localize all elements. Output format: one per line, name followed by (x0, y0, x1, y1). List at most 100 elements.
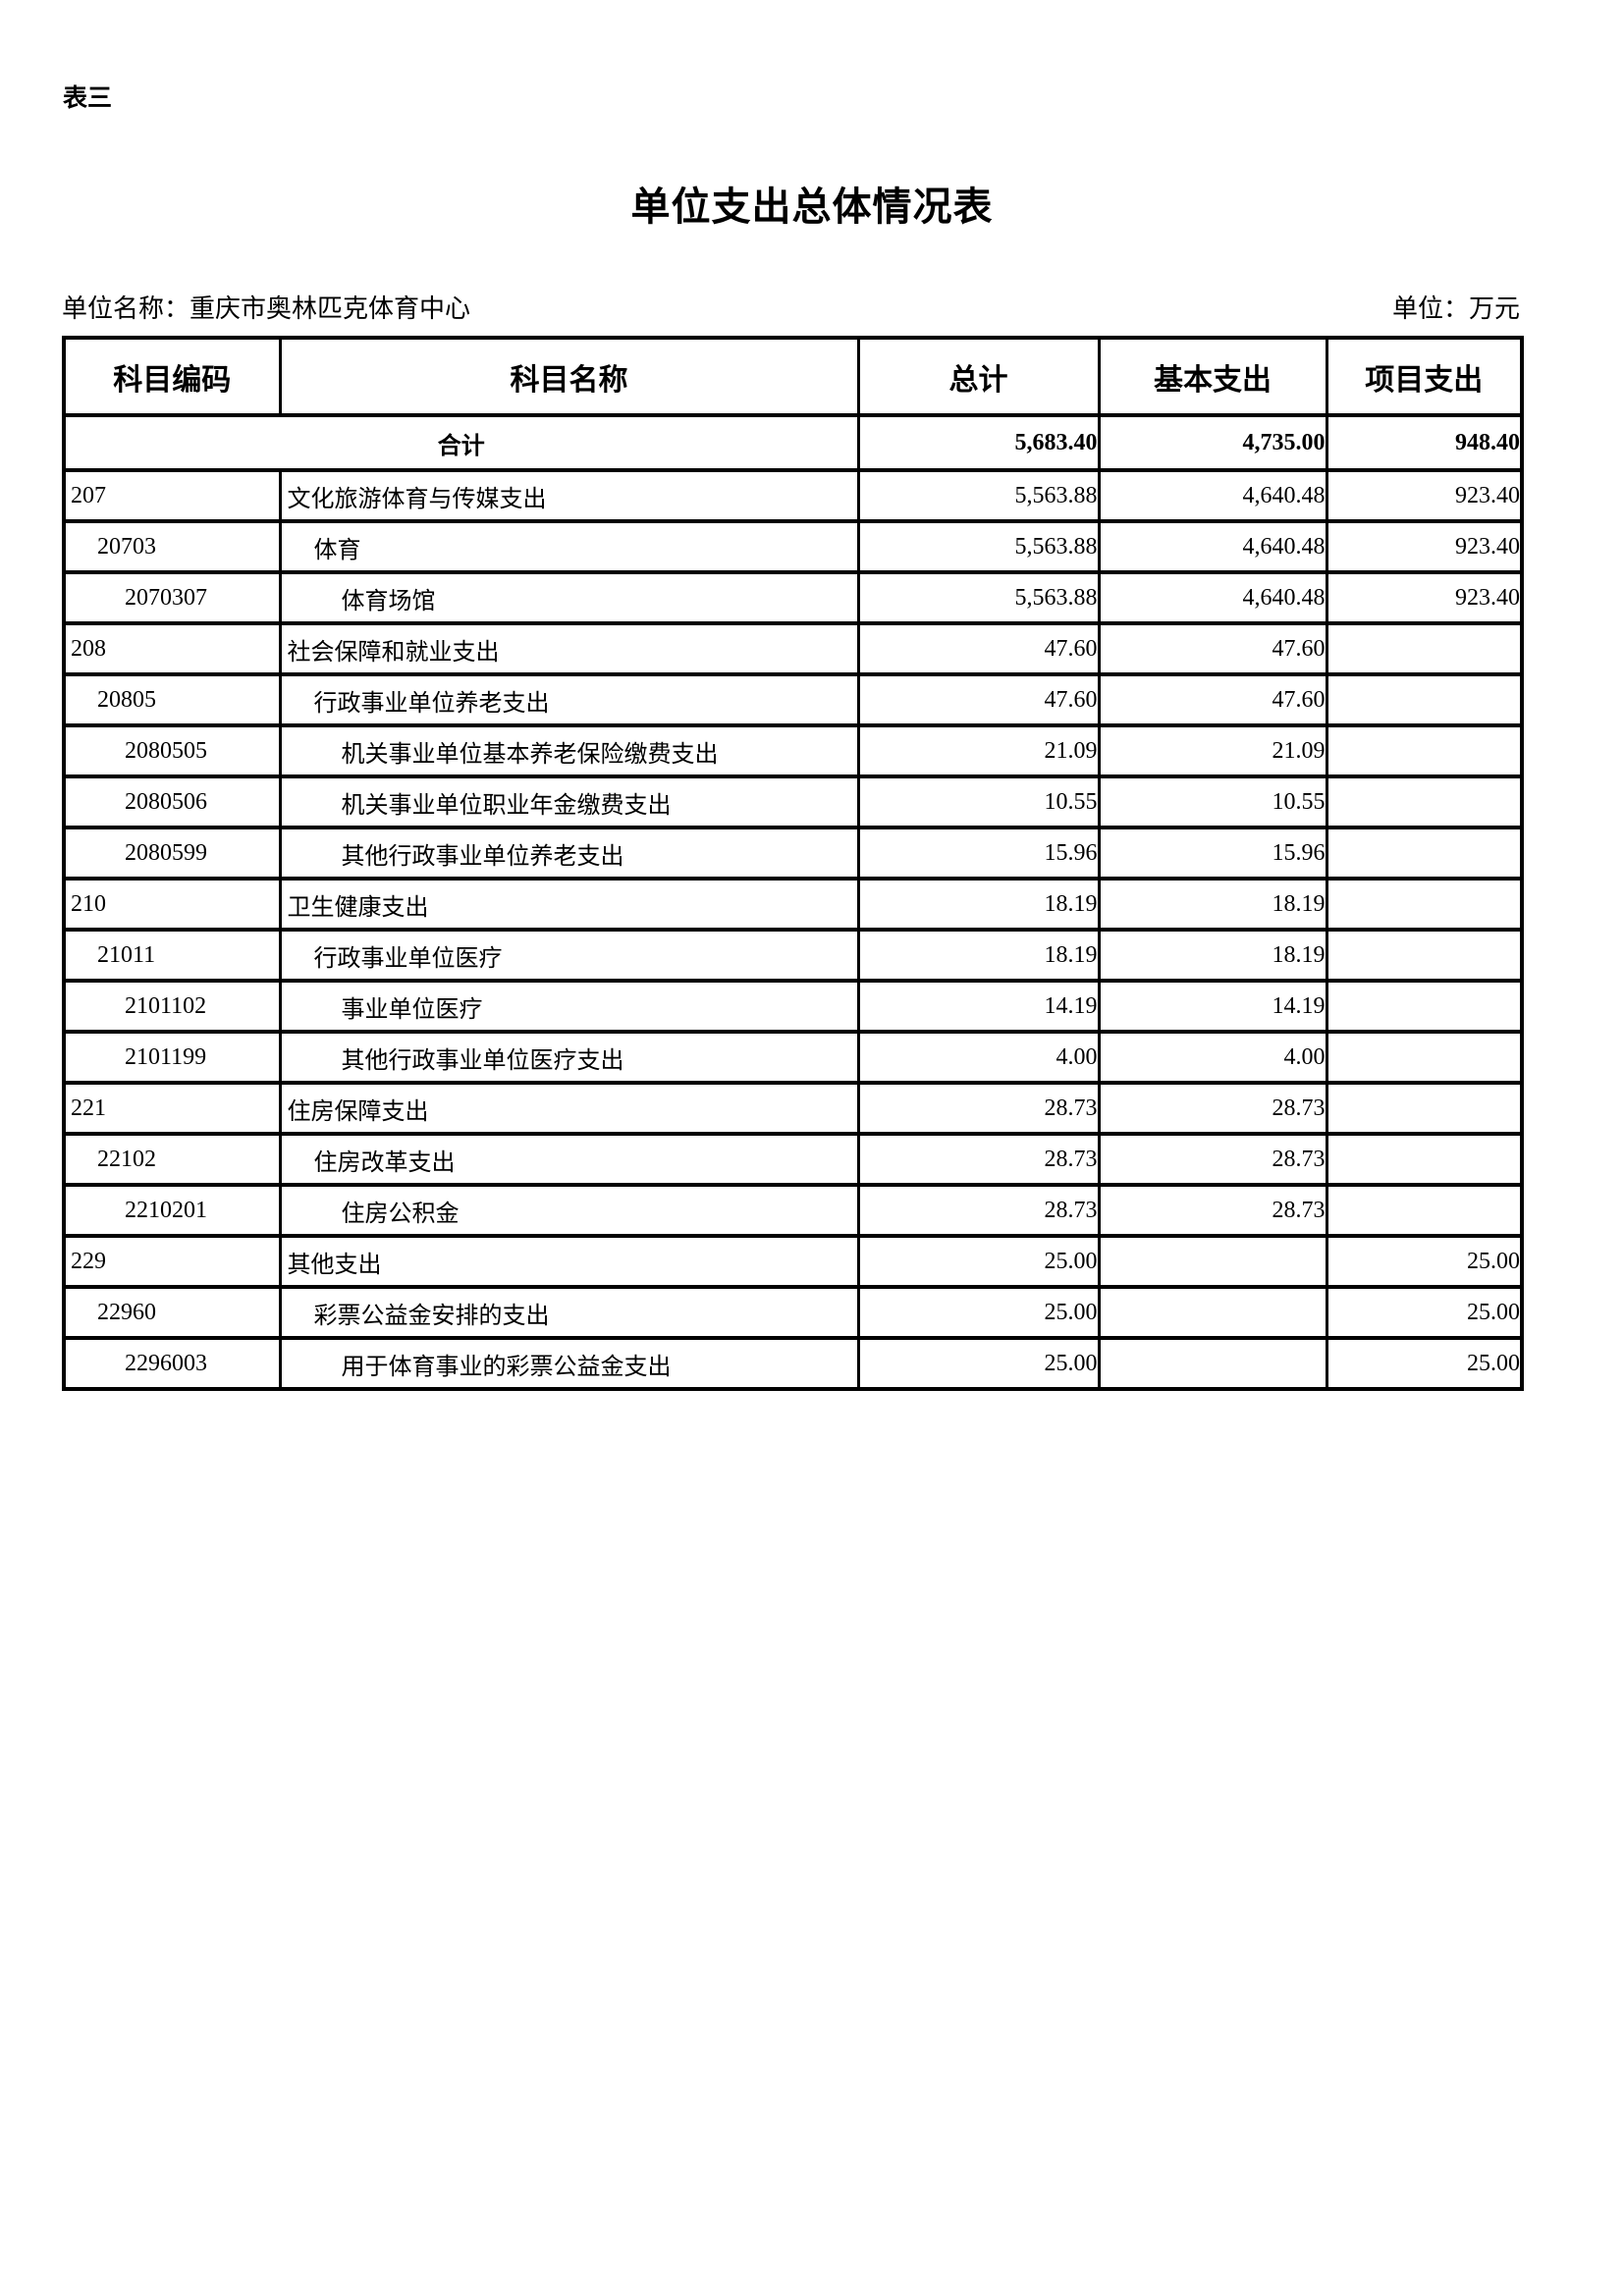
subject-code-cell: 20703 (62, 519, 282, 574)
total-amount-cell: 28.73 (856, 1183, 1101, 1238)
header-subject-code: 科目编码 (62, 336, 282, 417)
unit-name-label: 单位名称：重庆市奥林匹克体育中心 (62, 294, 471, 323)
basic-amount-cell: 18.19 (1097, 928, 1328, 983)
grand-total-amount-cell: 5,683.40 (856, 413, 1101, 472)
table-row: 2296003 用于体育事业的彩票公益金支出 25.00 25.00 (62, 1336, 1524, 1391)
basic-amount-cell: 18.19 (1097, 877, 1328, 932)
table-row: 21011 行政事业单位医疗 18.19 18.19 (62, 928, 1524, 983)
subject-code-cell: 210 (62, 877, 282, 932)
header-project-expenditure: 项目支出 (1325, 336, 1524, 417)
table-row: 2101199 其他行政事业单位医疗支出 4.00 4.00 (62, 1030, 1524, 1085)
project-amount-cell: 923.40 (1325, 519, 1524, 574)
project-amount-cell (1325, 1030, 1524, 1085)
project-amount-cell: 25.00 (1325, 1285, 1524, 1340)
unit-measure-label: 单位：万元 (1391, 294, 1520, 323)
project-amount-cell (1325, 979, 1524, 1034)
table-row: 2101102 事业单位医疗 14.19 14.19 (62, 979, 1524, 1034)
subject-code-cell: 2101102 (62, 979, 282, 1034)
total-amount-cell: 28.73 (856, 1132, 1101, 1187)
subject-name-cell: 住房公积金 (278, 1183, 860, 1238)
subject-name-cell: 卫生健康支出 (278, 877, 860, 932)
subject-name-cell: 行政事业单位养老支出 (278, 672, 860, 727)
basic-amount-cell: 4,640.48 (1097, 570, 1328, 625)
subject-name-cell: 其他行政事业单位医疗支出 (278, 1030, 860, 1085)
project-amount-cell (1325, 723, 1524, 778)
basic-amount-cell: 28.73 (1097, 1183, 1328, 1238)
subject-code-cell: 229 (62, 1234, 282, 1289)
grand-total-label: 合计 (62, 413, 860, 472)
subject-name-cell: 行政事业单位医疗 (278, 928, 860, 983)
table-row: 20703 体育 5,563.88 4,640.48 923.40 (62, 519, 1524, 574)
project-amount-cell (1325, 672, 1524, 727)
project-amount-cell (1325, 1081, 1524, 1136)
table-row: 221 住房保障支出 28.73 28.73 (62, 1081, 1524, 1136)
subject-code-cell: 2080506 (62, 774, 282, 829)
basic-amount-cell: 47.60 (1097, 621, 1328, 676)
header-basic-expenditure: 基本支出 (1097, 336, 1328, 417)
total-amount-cell: 5,563.88 (856, 519, 1101, 574)
header-subject-name: 科目名称 (278, 336, 860, 417)
subject-code-cell: 207 (62, 468, 282, 523)
subject-name-cell: 机关事业单位职业年金缴费支出 (278, 774, 860, 829)
basic-amount-cell: 47.60 (1097, 672, 1328, 727)
header-total: 总计 (856, 336, 1101, 417)
basic-amount-cell: 10.55 (1097, 774, 1328, 829)
expenditure-table: 科目编码 科目名称 总计 基本支出 项目支出 合计 5,683.40 4,735… (62, 336, 1524, 1391)
table-row: 2070307 体育场馆 5,563.88 4,640.48 923.40 (62, 570, 1524, 625)
table-row: 229 其他支出 25.00 25.00 (62, 1234, 1524, 1289)
table-row: 22960 彩票公益金安排的支出 25.00 25.00 (62, 1285, 1524, 1340)
table-row: 2080506 机关事业单位职业年金缴费支出 10.55 10.55 (62, 774, 1524, 829)
project-amount-cell: 923.40 (1325, 570, 1524, 625)
total-amount-cell: 25.00 (856, 1234, 1101, 1289)
total-amount-cell: 25.00 (856, 1285, 1101, 1340)
total-amount-cell: 47.60 (856, 621, 1101, 676)
total-amount-cell: 4.00 (856, 1030, 1101, 1085)
project-amount-cell (1325, 928, 1524, 983)
total-amount-cell: 10.55 (856, 774, 1101, 829)
subject-code-cell: 21011 (62, 928, 282, 983)
subject-code-cell: 2080599 (62, 826, 282, 881)
total-amount-cell: 47.60 (856, 672, 1101, 727)
grand-total-row: 合计 5,683.40 4,735.00 948.40 (62, 413, 1524, 472)
total-amount-cell: 25.00 (856, 1336, 1101, 1391)
table-number-label: 表三 (63, 84, 113, 112)
subject-code-cell: 208 (62, 621, 282, 676)
basic-amount-cell: 14.19 (1097, 979, 1328, 1034)
subject-code-cell: 20805 (62, 672, 282, 727)
table-row: 2210201 住房公积金 28.73 28.73 (62, 1183, 1524, 1238)
subject-name-cell: 其他支出 (278, 1234, 860, 1289)
subject-name-cell: 体育场馆 (278, 570, 860, 625)
total-amount-cell: 18.19 (856, 877, 1101, 932)
total-amount-cell: 14.19 (856, 979, 1101, 1034)
subject-name-cell: 住房保障支出 (278, 1081, 860, 1136)
subject-name-cell: 社会保障和就业支出 (278, 621, 860, 676)
subject-name-cell: 其他行政事业单位养老支出 (278, 826, 860, 881)
subject-code-cell: 22960 (62, 1285, 282, 1340)
basic-amount-cell: 28.73 (1097, 1132, 1328, 1187)
subject-code-cell: 2210201 (62, 1183, 282, 1238)
subject-name-cell: 机关事业单位基本养老保险缴费支出 (278, 723, 860, 778)
basic-amount-cell: 28.73 (1097, 1081, 1328, 1136)
subject-name-cell: 彩票公益金安排的支出 (278, 1285, 860, 1340)
grand-total-basic-cell: 4,735.00 (1097, 413, 1328, 472)
subject-name-cell: 文化旅游体育与传媒支出 (278, 468, 860, 523)
total-amount-cell: 28.73 (856, 1081, 1101, 1136)
basic-amount-cell (1097, 1285, 1328, 1340)
table-row: 2080505 机关事业单位基本养老保险缴费支出 21.09 21.09 (62, 723, 1524, 778)
total-amount-cell: 5,563.88 (856, 468, 1101, 523)
table-row: 22102 住房改革支出 28.73 28.73 (62, 1132, 1524, 1187)
basic-amount-cell: 21.09 (1097, 723, 1328, 778)
project-amount-cell (1325, 621, 1524, 676)
page-title: 单位支出总体情况表 (630, 186, 994, 229)
basic-amount-cell (1097, 1336, 1328, 1391)
project-amount-cell: 25.00 (1325, 1336, 1524, 1391)
project-amount-cell (1325, 826, 1524, 881)
total-amount-cell: 21.09 (856, 723, 1101, 778)
basic-amount-cell: 15.96 (1097, 826, 1328, 881)
table-row: 210 卫生健康支出 18.19 18.19 (62, 877, 1524, 932)
table-header-row: 科目编码 科目名称 总计 基本支出 项目支出 (62, 336, 1524, 417)
subject-code-cell: 221 (62, 1081, 282, 1136)
subject-name-cell: 住房改革支出 (278, 1132, 860, 1187)
meta-row: 单位名称：重庆市奥林匹克体育中心 单位：万元 (62, 289, 1520, 325)
